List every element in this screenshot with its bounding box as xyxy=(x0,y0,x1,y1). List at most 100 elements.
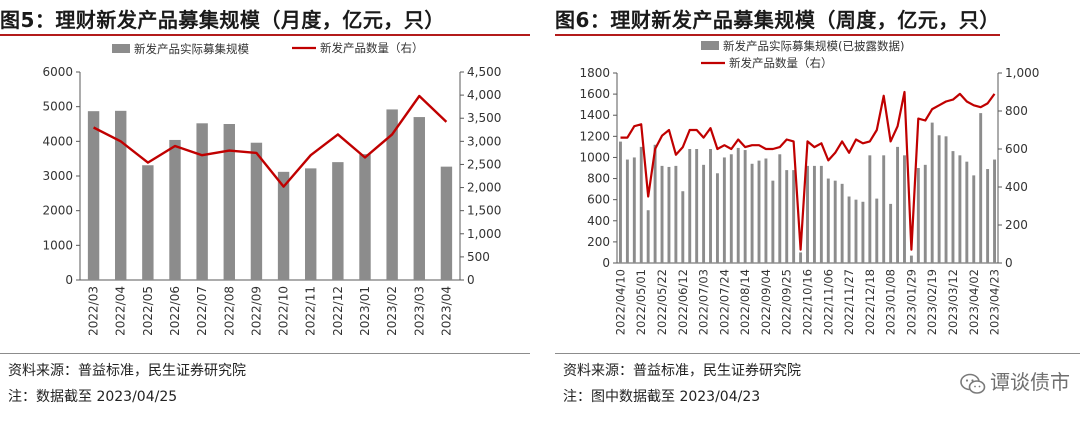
bar xyxy=(619,141,622,263)
bar xyxy=(958,155,962,263)
legend-bar-swatch xyxy=(701,41,719,50)
left-tick-label: 1200 xyxy=(579,129,610,143)
bar xyxy=(792,170,796,263)
bar xyxy=(986,169,990,263)
bar xyxy=(875,198,879,263)
x-tick-label: 2022/09/25 xyxy=(780,269,794,335)
right-tick-label: 2,500 xyxy=(467,157,501,171)
right-tick-label: 3,500 xyxy=(467,111,501,125)
bar xyxy=(625,159,629,263)
right-tick-label: 500 xyxy=(467,250,490,264)
count-line xyxy=(93,94,448,188)
bar xyxy=(757,160,761,263)
left-tick-label: 400 xyxy=(587,214,610,228)
right-tick-label: 0 xyxy=(467,273,475,287)
legend-bar-label: 新发产品实际募集规模(已披露数据) xyxy=(723,39,904,53)
bar xyxy=(169,139,181,280)
title-underline xyxy=(555,34,1000,36)
bar xyxy=(903,155,906,263)
x-tick-label: 2022/06 xyxy=(168,286,182,336)
source-note: 资料来源：普益标准，民生证券研究院 xyxy=(563,363,801,379)
x-tick-label: 2023/01 xyxy=(358,286,372,336)
bar xyxy=(847,196,851,263)
bar xyxy=(861,201,865,263)
bar xyxy=(305,168,317,280)
x-tick-label: 2022/11 xyxy=(304,286,318,336)
left-tick-label: 5000 xyxy=(42,100,73,114)
x-tick-label: 2023/01/29 xyxy=(904,269,918,335)
wechat-icon xyxy=(960,373,986,394)
right-tick-label: 2,000 xyxy=(467,181,501,195)
right-tick-label: 600 xyxy=(1005,142,1028,156)
bar xyxy=(386,109,398,280)
x-tick-label: 2022/10/16 xyxy=(801,269,815,335)
x-tick-label: 2023/04/02 xyxy=(967,269,981,335)
x-tick-label: 2023/04/23 xyxy=(988,269,1002,335)
right-tick-label: 4,500 xyxy=(467,65,501,79)
x-tick-label: 2022/07/03 xyxy=(697,269,711,335)
left-tick-label: 0 xyxy=(602,256,610,270)
bar xyxy=(646,210,650,263)
bar xyxy=(799,252,803,263)
x-tick-label: 2022/09 xyxy=(249,286,263,336)
bar xyxy=(87,111,100,280)
bar xyxy=(868,155,872,263)
watermark-text: 谭谈债市 xyxy=(990,370,1070,394)
bar xyxy=(332,162,344,280)
legend-bar-label: 新发产品实际募集规模 xyxy=(134,42,249,56)
bar xyxy=(916,168,920,263)
bar xyxy=(709,149,712,263)
legend-line-label: 新发产品数量（右） xyxy=(729,56,833,70)
left-tick-label: 6000 xyxy=(42,65,73,79)
x-tick-label: 2022/09/04 xyxy=(759,269,773,335)
bar xyxy=(115,110,127,281)
bar xyxy=(413,117,425,280)
bar xyxy=(937,135,941,263)
left-tick-label: 800 xyxy=(587,172,610,186)
right-tick-label: 0 xyxy=(1005,256,1013,270)
bar xyxy=(359,154,371,280)
bar xyxy=(702,164,706,263)
bar xyxy=(771,180,775,263)
bar xyxy=(223,124,235,280)
left-tick-label: 1800 xyxy=(579,66,610,80)
x-tick-label: 2023/03 xyxy=(412,286,426,336)
x-tick-label: 2022/10 xyxy=(277,286,291,336)
right-tick-label: 1,000 xyxy=(467,227,501,241)
x-tick-label: 2022/06/12 xyxy=(676,269,690,335)
bar xyxy=(979,113,983,263)
x-tick-label: 2023/04 xyxy=(439,286,453,336)
bar xyxy=(951,151,955,263)
footer-divider xyxy=(0,353,530,354)
x-tick-label: 2022/04/10 xyxy=(613,269,627,335)
bar xyxy=(250,142,263,280)
right-tick-label: 200 xyxy=(1005,218,1028,232)
x-tick-label: 2023/01/08 xyxy=(884,269,898,335)
left-tick-label: 2000 xyxy=(42,204,73,218)
right-tick-label: 1,000 xyxy=(1005,66,1039,80)
bar xyxy=(674,165,678,263)
right-tick-label: 4,000 xyxy=(467,88,501,102)
bar xyxy=(695,149,699,263)
chart-panel-weekly: 图6：理财新发产品募集规模（周度，亿元，只） 新发产品实际募集规模(已披露数据)… xyxy=(555,0,1080,425)
bar xyxy=(944,136,948,263)
right-tick-label: 1,500 xyxy=(467,204,501,218)
x-tick-label: 2022/03 xyxy=(87,286,101,336)
x-tick-label: 2022/11/27 xyxy=(842,269,856,335)
count-line xyxy=(620,90,996,251)
chart-panel-monthly: 图5：理财新发产品募集规模（月度，亿元，只） 新发产品实际募集规模 新发产品数量（… xyxy=(0,0,530,425)
bar xyxy=(812,165,816,263)
bar xyxy=(882,155,886,263)
bar xyxy=(833,180,837,263)
left-tick-label: 600 xyxy=(587,193,610,207)
bar xyxy=(965,161,969,263)
right-tick-label: 3,000 xyxy=(467,134,501,148)
bar xyxy=(142,165,154,280)
bar xyxy=(806,165,809,263)
bar xyxy=(729,154,733,263)
bar xyxy=(930,122,934,263)
bar xyxy=(681,191,685,263)
watermark: 谭谈债市 xyxy=(960,366,1070,395)
data-cutoff-note: 注：图中数据截至 2023/04/23 xyxy=(563,389,761,405)
bar xyxy=(750,163,754,263)
